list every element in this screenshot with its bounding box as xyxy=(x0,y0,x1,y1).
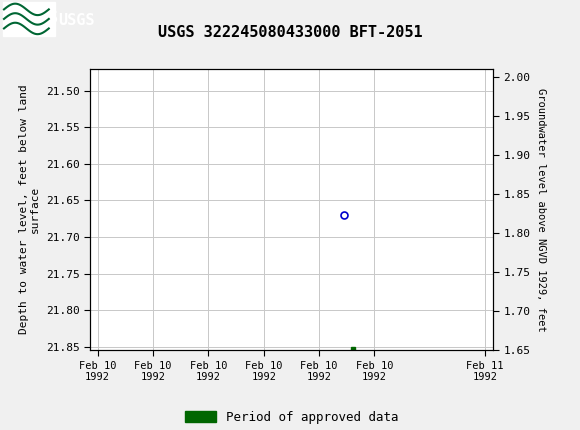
FancyBboxPatch shape xyxy=(3,2,55,36)
Y-axis label: Depth to water level, feet below land
surface: Depth to water level, feet below land su… xyxy=(19,85,40,335)
Text: USGS: USGS xyxy=(59,13,95,28)
Text: USGS 322245080433000 BFT-2051: USGS 322245080433000 BFT-2051 xyxy=(158,25,422,40)
Text: ≋USGS: ≋USGS xyxy=(5,9,59,27)
Legend: Period of approved data: Period of approved data xyxy=(180,405,403,429)
Y-axis label: Groundwater level above NGVD 1929, feet: Groundwater level above NGVD 1929, feet xyxy=(536,88,546,332)
